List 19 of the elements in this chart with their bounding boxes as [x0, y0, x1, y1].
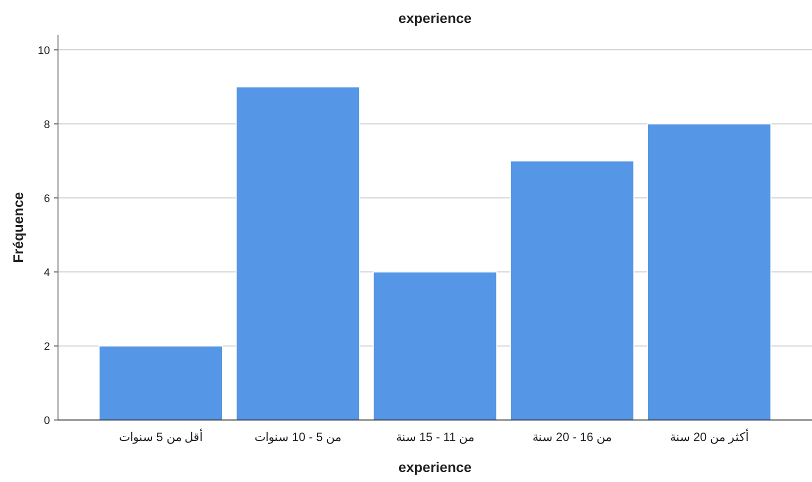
y-tick-label: 6 — [44, 192, 50, 205]
x-tick-label: من 16 - 20 سنة — [532, 430, 612, 444]
y-axis-title: Fréquence — [10, 192, 26, 263]
y-tick-label: 10 — [38, 44, 50, 57]
bar — [372, 271, 498, 420]
y-tick-label: 0 — [44, 415, 50, 427]
x-tick-label: من 5 - 10 سنوات — [254, 430, 342, 444]
x-axis-title: experience — [398, 459, 472, 475]
x-tick-label: أكثر من 20 سنة — [670, 429, 748, 444]
bar — [510, 160, 634, 420]
x-tick-label: من 11 - 15 سنة — [396, 430, 474, 444]
y-tick-label: 4 — [44, 266, 50, 279]
y-tick-label: 8 — [44, 118, 50, 131]
bar — [646, 123, 772, 420]
chart-title: experience — [398, 10, 472, 26]
bar — [236, 86, 360, 420]
x-tick-label: أقل من 5 سنوات — [118, 429, 203, 444]
bar — [98, 345, 224, 420]
y-tick-label: 2 — [44, 340, 50, 353]
